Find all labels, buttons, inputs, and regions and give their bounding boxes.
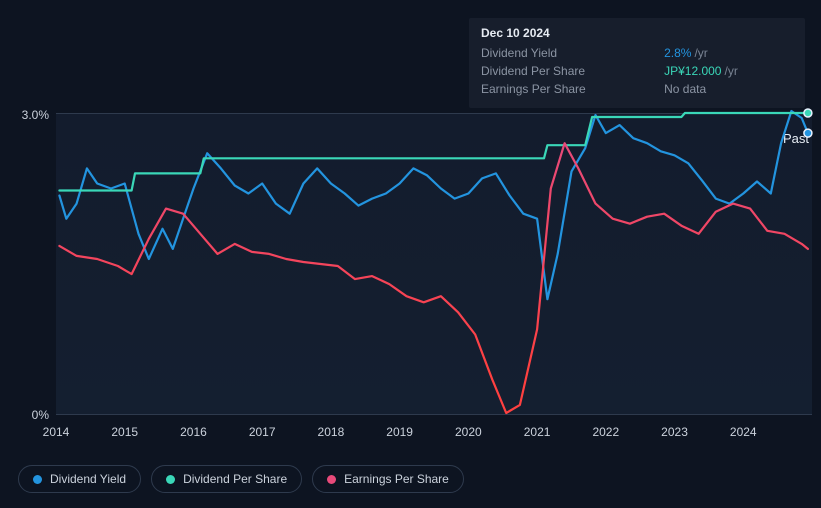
legend-item-dividend-yield[interactable]: Dividend Yield [18, 465, 141, 493]
tooltip-row-label: Dividend Per Share [481, 62, 664, 80]
legend-swatch [33, 475, 42, 484]
legend-label: Earnings Per Share [344, 472, 449, 486]
x-axis-tick: 2014 [43, 425, 70, 439]
legend-label: Dividend Yield [50, 472, 126, 486]
tooltip-row-value: JP¥12.000/yr [664, 62, 793, 80]
dividend-chart-container: 3.0% 0% 2014 2015 2016 2017 2018 2019 2020 2021… [0, 0, 821, 508]
x-axis-tick: 2018 [318, 425, 345, 439]
x-axis-tick: 2023 [661, 425, 688, 439]
series-end-marker-1 [804, 109, 812, 117]
chart-legend: Dividend Yield Dividend Per Share Earnin… [18, 465, 464, 493]
chart-lines-svg [56, 113, 812, 415]
x-axis-tick: 2024 [730, 425, 757, 439]
chart-tooltip: Dec 10 2024 Dividend Yield2.8%/yrDividen… [469, 18, 805, 108]
legend-item-earnings-per-share[interactable]: Earnings Per Share [312, 465, 464, 493]
x-axis-tick: 2020 [455, 425, 482, 439]
series-line-2 [59, 143, 808, 413]
tooltip-row: Earnings Per ShareNo data [481, 80, 793, 98]
series-line-0 [59, 111, 808, 299]
legend-swatch [166, 475, 175, 484]
legend-swatch [327, 475, 336, 484]
tooltip-date: Dec 10 2024 [481, 26, 793, 44]
tooltip-row-value: No data [664, 80, 793, 98]
series-line-1 [59, 113, 808, 191]
x-axis-tick: 2021 [524, 425, 551, 439]
x-axis-tick: 2016 [180, 425, 207, 439]
tooltip-row-label: Earnings Per Share [481, 80, 664, 98]
y-axis-tick-top: 3.0% [22, 108, 49, 122]
tooltip-row: Dividend Per ShareJP¥12.000/yr [481, 62, 793, 80]
legend-label: Dividend Per Share [183, 472, 287, 486]
y-axis-tick-bottom: 0% [32, 408, 49, 422]
x-axis-tick: 2019 [386, 425, 413, 439]
tooltip-row-value: 2.8%/yr [664, 44, 793, 62]
legend-item-dividend-per-share[interactable]: Dividend Per Share [151, 465, 302, 493]
x-axis-tick: 2017 [249, 425, 276, 439]
x-axis-tick: 2015 [111, 425, 138, 439]
x-axis-tick: 2022 [592, 425, 619, 439]
tooltip-row-label: Dividend Yield [481, 44, 664, 62]
tooltip-table: Dividend Yield2.8%/yrDividend Per ShareJ… [481, 44, 793, 98]
tooltip-row: Dividend Yield2.8%/yr [481, 44, 793, 62]
series-end-marker-0 [804, 129, 812, 137]
